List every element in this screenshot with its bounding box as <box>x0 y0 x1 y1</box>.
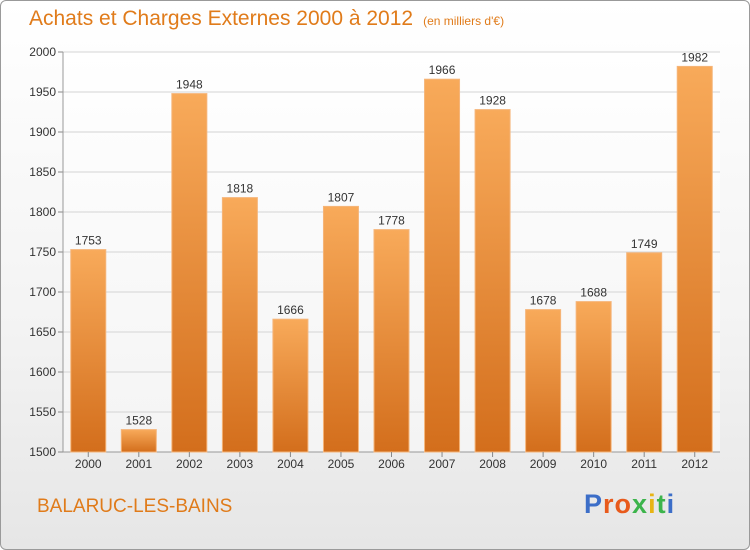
logo-letter: x <box>632 489 649 519</box>
logo-letter: t <box>656 489 667 519</box>
data-label-2012: 1982 <box>681 50 708 64</box>
bar-2006 <box>373 229 410 453</box>
x-tick-label-2001: 2001 <box>125 457 152 471</box>
y-tick-label: 1650 <box>29 325 56 339</box>
x-tick-label-2011: 2011 <box>631 457 657 471</box>
bar-2004 <box>272 318 309 453</box>
data-label-2010: 1688 <box>580 286 607 300</box>
y-tick-label: 2000 <box>29 45 56 59</box>
logo-letter: i <box>648 489 657 519</box>
x-tick-label-2002: 2002 <box>176 457 203 471</box>
commune-name: BALARUC-LES-BAINS <box>37 496 233 517</box>
data-label-2011: 1749 <box>631 237 658 251</box>
y-tick-label: 1550 <box>29 405 56 419</box>
logo-letter: r <box>603 489 615 519</box>
x-tick-label-2006: 2006 <box>378 457 405 471</box>
y-tick-label: 1900 <box>29 125 56 139</box>
bars <box>70 65 713 453</box>
data-label-2005: 1807 <box>328 190 355 204</box>
y-tick-label: 1750 <box>29 245 56 259</box>
x-tick-label-2008: 2008 <box>479 457 506 471</box>
x-axis-ticks: 2000 2001 2002 2003 2004 2005 2006 2007 2008 2009… <box>75 452 708 471</box>
logo-letter: P <box>584 489 604 519</box>
data-labels: 1753 1528 1948 1818 1666 1807 1778 1966 1928 1678… <box>75 50 708 427</box>
x-tick-label-2007: 2007 <box>429 457 456 471</box>
logo-letter: o <box>614 489 633 519</box>
chart-unit: (en milliers d'€) <box>423 14 505 28</box>
data-label-2009: 1678 <box>530 294 557 308</box>
data-label-2001: 1528 <box>125 414 152 428</box>
bar-2001 <box>120 429 157 453</box>
x-tick-label-2012: 2012 <box>681 457 708 471</box>
x-tick-label-2005: 2005 <box>328 457 355 471</box>
bar-2005 <box>322 205 359 453</box>
data-label-2002: 1948 <box>176 78 203 92</box>
data-label-2006: 1778 <box>378 214 405 228</box>
bar-2010 <box>575 301 612 453</box>
chart-title-text: Achats et Charges Externes 2000 à 2012 <box>29 7 414 30</box>
bar-2000 <box>70 249 107 453</box>
bar-2009 <box>525 309 562 453</box>
data-label-2004: 1666 <box>277 303 304 317</box>
bar-2007 <box>424 78 461 453</box>
y-tick-label: 1500 <box>29 445 56 459</box>
bar-2011 <box>626 252 663 453</box>
proxiti-logo: Proxiti <box>584 489 675 520</box>
x-tick-label-2010: 2010 <box>580 457 607 471</box>
bar-2008 <box>474 109 511 453</box>
y-tick-label: 1850 <box>29 165 56 179</box>
y-tick-label: 1600 <box>29 365 56 379</box>
data-label-2003: 1818 <box>227 182 254 196</box>
data-label-2007: 1966 <box>429 63 456 77</box>
x-tick-label-2000: 2000 <box>75 457 102 471</box>
y-tick-label: 1800 <box>29 205 56 219</box>
x-tick-label-2003: 2003 <box>227 457 254 471</box>
data-label-2000: 1753 <box>75 234 102 248</box>
bar-2002 <box>171 93 208 453</box>
y-tick-label: 1950 <box>29 85 56 99</box>
x-tick-label-2009: 2009 <box>530 457 557 471</box>
x-tick-label-2004: 2004 <box>277 457 304 471</box>
logo-letter: i <box>666 489 676 519</box>
bar-2012 <box>676 65 713 453</box>
chart-title: Achats et Charges Externes 2000 à 2012 (e… <box>29 7 504 31</box>
y-axis-ticks: 1500 1550 1600 1650 1700 1750 1800 1850 1900 1950… <box>29 45 720 459</box>
bar-2003 <box>221 197 258 453</box>
data-label-2008: 1928 <box>479 94 506 108</box>
y-tick-label: 1700 <box>29 285 56 299</box>
